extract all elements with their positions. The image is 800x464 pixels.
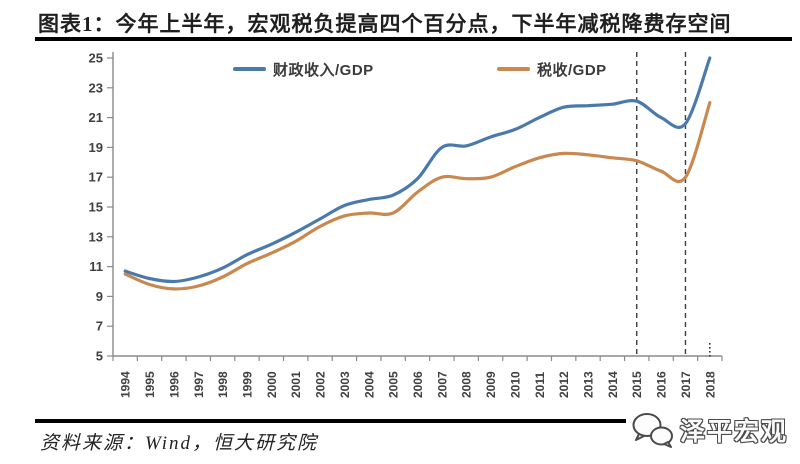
x-tick-label: 2011 xyxy=(533,372,547,398)
x-tick-label: 2007 xyxy=(435,371,449,398)
y-tick-label: 5 xyxy=(96,349,103,364)
y-tick-label: 23 xyxy=(89,80,103,95)
x-tick-label: 2010 xyxy=(508,371,522,398)
y-tick-label: 11 xyxy=(89,259,103,274)
y-tick-label: 13 xyxy=(89,229,103,244)
x-tick-label: 2013 xyxy=(582,371,596,398)
x-tick-label: 2002 xyxy=(314,371,328,398)
series-line-0 xyxy=(123,56,712,284)
x-tick-label: 1994 xyxy=(119,371,133,398)
x-tick-label: 2003 xyxy=(338,371,352,398)
x-tick-label: 2016 xyxy=(655,371,669,398)
line-chart: 5 7 9 11 13 15 17 19 21 23 25 1994 1995 1996 1997 1998 1… xyxy=(89,51,723,398)
source-note: 资料来源：Wind，恒大研究院 xyxy=(40,433,319,454)
x-tick-label: 1995 xyxy=(143,371,157,398)
y-tick-label: 7 xyxy=(96,319,103,334)
wechat-icon xyxy=(632,413,673,448)
y-tick-label: 21 xyxy=(89,110,103,125)
x-tick-label: 2009 xyxy=(484,371,498,398)
x-tick-label: 2008 xyxy=(460,371,474,398)
axes xyxy=(112,52,722,357)
x-tick-label: 2000 xyxy=(265,371,279,398)
y-tick-label: 19 xyxy=(89,140,103,155)
x-tick-label: 1998 xyxy=(216,371,230,398)
x-tick-label: 1996 xyxy=(167,371,181,398)
x-tick-label: 2006 xyxy=(411,371,425,398)
y-tick-label: 25 xyxy=(89,51,103,66)
x-tick-label: 2017 xyxy=(679,371,693,398)
x-tick-label: 1997 xyxy=(192,371,206,398)
chart-title: 图表1：今年上半年，宏观税负提高四个百分点，下半年减税降费存空间 xyxy=(38,12,732,36)
y-tick-label: 15 xyxy=(89,200,103,215)
x-tick-label: 2015 xyxy=(630,371,644,398)
y-tick-label: 9 xyxy=(96,289,103,304)
x-tick-label: 2012 xyxy=(557,371,571,398)
x-tick-label: 2018 xyxy=(703,371,717,398)
footer-divider xyxy=(35,419,667,423)
y-tick-label: 17 xyxy=(89,170,103,185)
x-tick-label: 2005 xyxy=(387,371,401,398)
watermark-logo: 泽平宏观 xyxy=(625,408,792,452)
title-divider xyxy=(35,37,792,41)
watermark-label: 泽平宏观 xyxy=(679,418,788,446)
x-tick-label: 1999 xyxy=(240,371,254,398)
x-tick-label: 2004 xyxy=(362,371,376,398)
x-tick-label: 2001 xyxy=(289,371,303,398)
x-tick-label: 2014 xyxy=(606,371,620,398)
series-line-1 xyxy=(123,101,712,291)
